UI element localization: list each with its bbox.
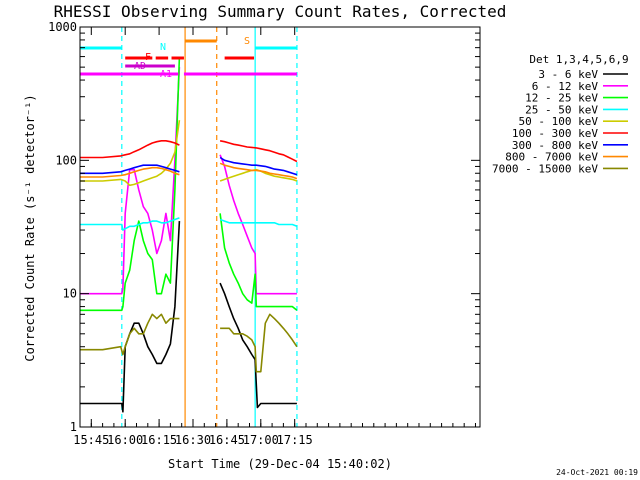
y-tick-label-0: 1 [70,420,77,434]
y-tick-label-2: 100 [55,153,77,167]
legend-label-1: 6 - 12 keV [532,80,599,93]
legend-label-0: 3 - 6 keV [538,68,598,81]
series-line-7 [80,162,298,180]
y-tick-label-1: 10 [63,287,77,301]
series-line-0 [80,221,297,413]
x-tick-label-6: 17:15 [277,433,313,447]
series-line-3 [80,217,298,231]
chart-title: RHESSI Observing Summary Count Rates, Co… [54,2,507,21]
x-tick-label-0: 15:45 [73,433,109,447]
series-line-2 [80,56,298,312]
x-axis-label: Start Time (29-Dec-04 15:40:02) [168,457,392,471]
cyan-bar-label: N [160,42,166,53]
x-tick-label-4: 16:45 [209,433,245,447]
series-line-6 [80,156,298,176]
timestamp: 24-Oct-2021 00:19 [556,468,638,477]
legend-title: Det 1,3,4,5,6,9 [529,53,628,66]
magenta-bar-1-label: AD [134,61,146,72]
red-bar-label: F [145,52,151,63]
y-axis-label: Corrected Count Rate (s⁻¹ detector⁻¹) [23,94,37,361]
x-tick-label-5: 17:00 [243,433,279,447]
x-tick-label-2: 16:15 [141,433,177,447]
legend-label-3: 25 - 50 keV [525,103,598,116]
x-tick-label-3: 16:30 [175,433,211,447]
legend-label-6: 300 - 800 keV [512,139,598,152]
y-tick-label-3: 1000 [48,20,77,34]
series-group [80,56,298,413]
orange-bar-label: S [244,36,250,47]
series-line-8 [80,313,298,373]
magenta-bar-2-label: A1 [160,69,172,80]
legend-label-2: 12 - 25 keV [525,92,598,105]
x-tick-label-1: 16:00 [107,433,143,447]
legend-label-8: 7000 - 15000 keV [492,162,598,175]
legend-label-5: 100 - 300 keV [512,127,598,140]
plot-frame [79,26,481,428]
plot-area: NF S AD A1 [80,27,298,427]
legend-label-7: 800 - 7000 keV [505,151,598,164]
legend-label-4: 50 - 100 keV [519,115,599,128]
series-line-5 [80,140,298,163]
